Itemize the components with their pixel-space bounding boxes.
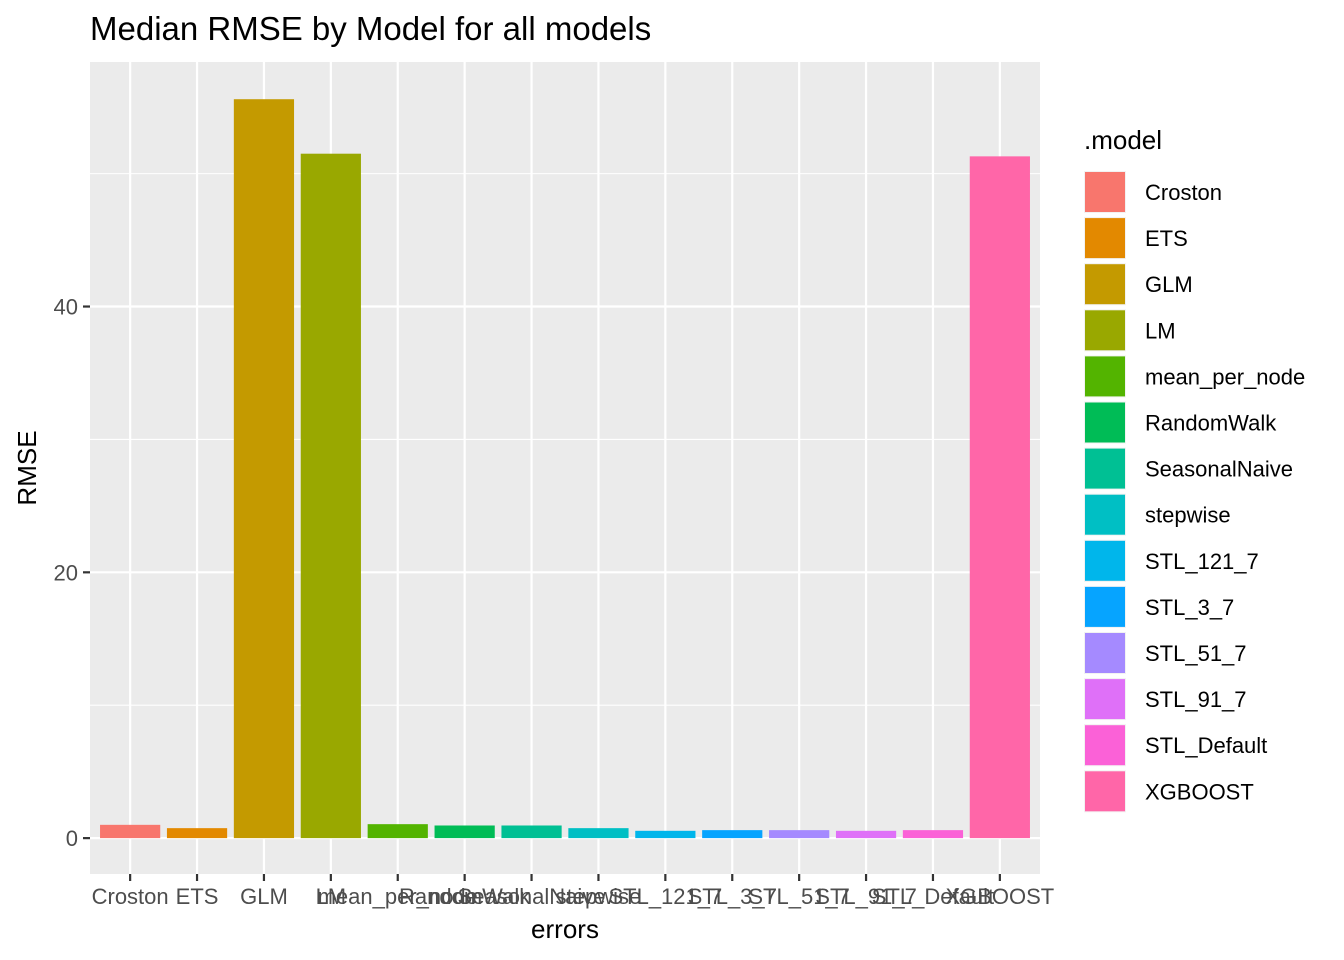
legend-label: GLM: [1145, 272, 1193, 297]
x-tick-label: stepwise: [556, 884, 642, 909]
legend-label: STL_91_7: [1145, 687, 1247, 712]
bar-stepwise: [568, 828, 629, 839]
legend-key-XGBOOST: [1085, 771, 1125, 812]
bar-ETS: [166, 828, 228, 839]
bar-Croston: [100, 824, 161, 839]
bars: [100, 99, 1030, 839]
legend-label: STL_51_7: [1145, 641, 1247, 666]
legend-label: mean_per_node: [1145, 364, 1305, 389]
legend-label: RandomWalk: [1145, 411, 1277, 436]
x-axis-title: errors: [531, 914, 599, 944]
legend-key-LM: [1085, 310, 1125, 351]
plot-panel: [90, 62, 1040, 874]
legend-label: stepwise: [1145, 503, 1231, 528]
bar-mean_per_node: [367, 824, 428, 839]
bar-XGBOOST: [969, 156, 1030, 839]
x-tick-label: STL_3_7: [688, 884, 777, 909]
legend-key-Croston: [1085, 172, 1125, 212]
legend-key-mean_per_node: [1085, 356, 1125, 397]
legend-label: STL_Default: [1145, 733, 1267, 758]
legend-key-STL_Default: [1085, 725, 1125, 766]
chart-title: Median RMSE by Model for all models: [90, 10, 651, 47]
y-axis: 0 20 40: [54, 295, 90, 851]
x-tick-label: RandomWalk: [399, 884, 531, 909]
bar-STL_Default: [902, 830, 964, 839]
x-tick-label: LM: [316, 884, 347, 909]
x-tick-label: GLM: [240, 884, 288, 909]
legend-title: .model: [1084, 125, 1162, 155]
x-tick-label: ETS: [176, 884, 219, 909]
legend-key-STL_91_7: [1085, 679, 1125, 720]
legend-key-SeasonalNaive: [1085, 448, 1125, 489]
bar-STL_91_7: [835, 830, 897, 839]
legend-key-STL_121_7: [1085, 540, 1125, 581]
legend-key-GLM: [1085, 264, 1125, 305]
legend-key-stepwise: [1085, 494, 1125, 535]
bar-STL_3_7: [702, 830, 763, 839]
x-tick-label: STL_121_7: [608, 884, 722, 909]
bar-STL_51_7: [769, 830, 830, 839]
legend-label: Croston: [1145, 180, 1222, 205]
legend-key-STL_3_7: [1085, 586, 1125, 627]
x-tick-label: XGBOOST: [945, 884, 1054, 909]
x-tick-label: SeasonalNaive: [458, 884, 606, 909]
y-axis-title: RMSE: [12, 430, 42, 505]
legend-label: SeasonalNaive: [1145, 457, 1293, 482]
x-axis: Croston ETS GLM LMmean_per_nodeRandomWalkSe…: [92, 874, 1054, 909]
x-tick-label: STL_Default: [872, 884, 994, 909]
bar-STL_121_7: [635, 830, 696, 839]
bar-SeasonalNaive: [501, 825, 562, 839]
y-tick-label: 0: [66, 826, 78, 851]
bar-GLM: [233, 99, 295, 839]
legend-key-ETS: [1085, 218, 1125, 259]
legend-label: XGBOOST: [1145, 779, 1254, 804]
legend-key-STL_51_7: [1085, 633, 1125, 673]
legend-label: STL_3_7: [1145, 595, 1234, 620]
x-tick-label: Croston: [92, 884, 169, 909]
legend: .model Croston ETS GLM LM mean_per_node Rando…: [1084, 125, 1305, 813]
legend-label: STL_121_7: [1145, 549, 1259, 574]
x-tick-label: mean_per_node: [318, 884, 478, 909]
legend-key-RandomWalk: [1085, 402, 1125, 443]
legend-label: LM: [1145, 318, 1176, 343]
y-tick-label: 40: [54, 295, 78, 320]
y-tick-label: 20: [54, 560, 78, 585]
x-tick-label: STL_91_7: [815, 884, 917, 909]
bar-LM: [300, 153, 361, 839]
legend-label: ETS: [1145, 226, 1188, 251]
bar-RandomWalk: [434, 825, 495, 839]
x-tick-label: STL_51_7: [748, 884, 850, 909]
